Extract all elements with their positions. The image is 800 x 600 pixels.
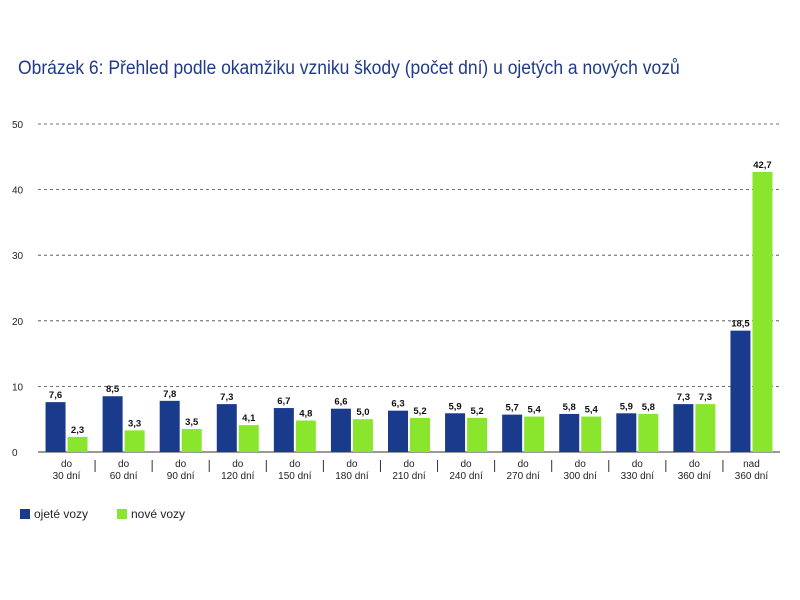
x-tick-label: nad [743,459,760,470]
bar-new-cars [752,171,773,452]
bar-new-cars [638,413,659,452]
bar-used-cars [102,396,123,452]
x-tick-label: do [575,459,587,470]
data-label: 7,3 [699,392,712,403]
bar-new-cars [467,417,488,452]
bar-used-cars [616,413,637,452]
bar-used-cars [273,408,294,452]
bar-new-cars [295,420,316,452]
x-tick-label: 150 dní [278,471,312,482]
x-tick-label: 360 dní [678,471,712,482]
x-tick-label: 60 dní [110,471,138,482]
data-label: 5,8 [642,402,655,413]
data-label: 3,3 [128,418,141,429]
data-label: 6,6 [334,397,347,408]
x-tick-label: do [232,459,244,470]
y-tick-label: 20 [12,317,24,328]
bar-used-cars [730,330,751,452]
bar-new-cars [238,425,259,452]
bar-used-cars [445,413,466,452]
x-tick-label: 210 dní [392,471,426,482]
x-tick-label: 360 dní [735,471,769,482]
data-label: 5,0 [356,407,369,418]
data-label: 5,7 [506,403,519,414]
bar-used-cars [216,404,237,452]
data-label: 4,8 [299,409,312,420]
data-label: 5,9 [620,401,633,412]
legend-item-used-cars: ojeté vozy [20,507,88,521]
legend-swatch-new-cars [117,509,127,519]
data-label: 42,7 [753,160,772,171]
chart-title: Obrázek 6: Přehled podle okamžiku vzniku… [18,58,680,79]
x-tick-label: do [175,459,187,470]
legend-label-used-cars: ojeté vozy [34,507,89,521]
bar-used-cars [45,402,66,452]
x-tick-label: 180 dní [335,471,369,482]
data-label: 5,4 [585,405,599,416]
data-label: 3,5 [185,417,199,428]
x-tick-label: do [118,459,130,470]
x-tick-label: do [403,459,415,470]
legend-label-new-cars: nové vozy [131,507,186,521]
bar-used-cars [330,408,351,452]
x-tick-label: do [632,459,644,470]
x-tick-label: do [346,459,358,470]
bar-new-cars [352,419,373,452]
data-label: 5,8 [563,402,576,413]
x-tick-label: do [61,459,73,470]
bar-new-cars [695,404,716,452]
y-tick-label: 40 [12,186,24,197]
x-tick-label: 240 dní [449,471,483,482]
bar-new-cars [410,417,430,452]
data-label: 2,3 [71,425,84,436]
y-tick-label: 10 [12,382,24,393]
data-label: 7,8 [163,389,176,400]
data-label: 6,7 [277,396,290,407]
bar-new-cars [67,436,88,452]
legend-swatch-used-cars [20,509,30,519]
data-label: 6,3 [391,399,404,410]
x-tick-label: do [689,459,701,470]
x-tick-label: 90 dní [167,471,195,482]
bar-used-cars [502,414,523,452]
data-label: 7,6 [49,390,62,401]
x-tick-label: do [461,459,473,470]
data-label: 7,3 [220,392,233,403]
data-label: 8,5 [106,384,120,395]
data-label: 5,2 [470,406,483,417]
legend-item-new-cars: nové vozy [117,507,185,521]
bar-used-cars [388,410,408,452]
data-label: 5,2 [413,406,426,417]
data-label: 5,9 [448,401,461,412]
x-tick-label: 300 dní [564,471,598,482]
x-tick-label: 30 dní [53,471,81,482]
x-tick-label: 270 dní [506,471,540,482]
bar-used-cars [559,413,580,452]
bar-used-cars [673,404,694,452]
bar-new-cars [181,429,202,452]
data-label: 18,5 [731,319,750,330]
data-label: 7,3 [677,392,690,403]
y-tick-label: 0 [12,448,18,459]
data-label: 4,1 [242,413,256,424]
x-tick-label: 330 dní [621,471,655,482]
bar-used-cars [159,400,180,452]
x-tick-label: 120 dní [221,471,255,482]
bar-new-cars [581,416,602,452]
bar-new-cars [124,430,145,452]
x-tick-label: do [289,459,301,470]
y-tick-label: 50 [12,120,24,131]
x-tick-label: do [518,459,530,470]
data-label: 5,4 [528,405,542,416]
bar-new-cars [524,416,545,452]
y-tick-label: 30 [12,251,24,262]
